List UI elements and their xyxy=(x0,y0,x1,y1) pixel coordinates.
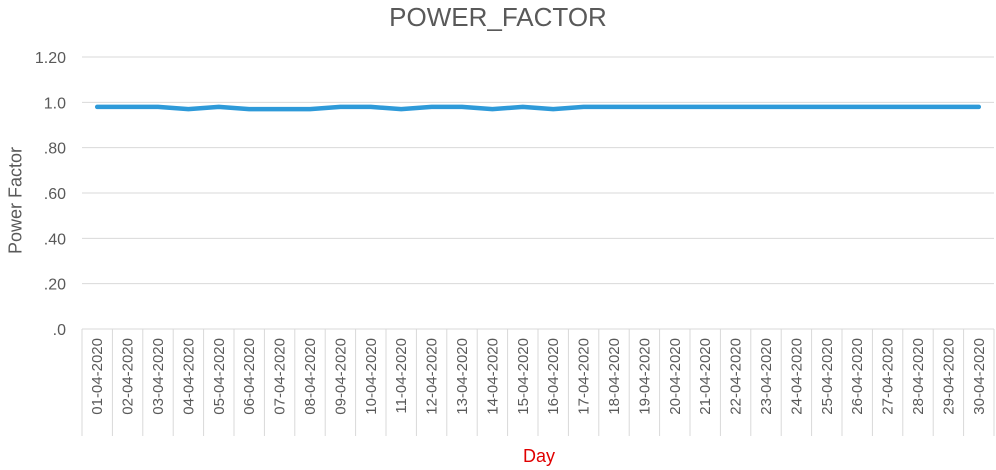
x-tick-label: 16-04-2020 xyxy=(545,338,562,415)
data-point xyxy=(794,105,798,109)
x-tick-label: 07-04-2020 xyxy=(272,338,289,415)
data-point xyxy=(369,105,373,109)
data-point xyxy=(430,105,434,109)
x-tick-label: 21-04-2020 xyxy=(697,338,714,415)
y-tick-label: .80 xyxy=(44,141,66,158)
x-tick-label: 14-04-2020 xyxy=(484,338,501,415)
x-tick-label: 26-04-2020 xyxy=(849,338,866,415)
data-point xyxy=(977,105,981,109)
y-tick-label: .40 xyxy=(44,231,66,248)
x-tick-label: 11-04-2020 xyxy=(393,338,410,414)
x-axis-ticks: 01-04-2020 02-04-2020 03-04-2020 04-04-2020… xyxy=(81,329,995,436)
data-point xyxy=(642,105,646,109)
data-point xyxy=(490,107,494,111)
data-point xyxy=(247,107,251,111)
data-point xyxy=(217,105,221,109)
chart-title: POWER_FACTOR xyxy=(389,2,607,32)
data-point xyxy=(612,105,616,109)
data-point xyxy=(673,105,677,109)
x-tick-label: 10-04-2020 xyxy=(363,338,380,415)
x-tick-label: 02-04-2020 xyxy=(120,338,137,415)
x-tick-label: 05-04-2020 xyxy=(211,338,228,415)
data-point xyxy=(126,105,130,109)
x-tick-label: 23-04-2020 xyxy=(758,338,775,415)
data-point xyxy=(825,105,829,109)
data-point xyxy=(582,105,586,109)
data-point xyxy=(521,105,525,109)
y-tick-label: .0 xyxy=(53,322,66,339)
gridlines xyxy=(82,56,994,330)
x-tick-label: 01-04-2020 xyxy=(89,338,106,415)
series-layer xyxy=(94,104,982,112)
x-tick-label: 28-04-2020 xyxy=(910,338,927,415)
x-tick-label: 03-04-2020 xyxy=(150,338,167,415)
x-tick-label: 27-04-2020 xyxy=(880,338,897,415)
x-tick-label: 17-04-2020 xyxy=(576,338,593,415)
x-tick-label: 04-04-2020 xyxy=(180,338,197,415)
x-tick-label: 06-04-2020 xyxy=(241,338,258,415)
x-tick-label: 20-04-2020 xyxy=(667,338,684,415)
x-tick-label: 19-04-2020 xyxy=(636,338,653,415)
x-tick-label: 12-04-2020 xyxy=(424,338,441,415)
data-point xyxy=(734,105,738,109)
x-tick-label: 22-04-2020 xyxy=(728,338,745,415)
x-tick-label: 09-04-2020 xyxy=(332,338,349,415)
data-point xyxy=(764,105,768,109)
data-point xyxy=(95,105,99,109)
x-tick-label: 30-04-2020 xyxy=(971,338,988,415)
y-axis-ticks: .0 .20 .40 .60 .80 1.0 1.20 xyxy=(35,50,66,339)
y-tick-label: 1.20 xyxy=(35,50,66,67)
data-point xyxy=(186,107,190,111)
data-point xyxy=(278,107,282,111)
x-tick-label: 15-04-2020 xyxy=(515,338,532,415)
data-point xyxy=(308,107,312,111)
x-tick-label: 25-04-2020 xyxy=(819,338,836,415)
data-point xyxy=(551,107,555,111)
x-tick-label: 29-04-2020 xyxy=(940,338,957,415)
x-axis-label: Day xyxy=(522,446,555,466)
data-point xyxy=(703,105,707,109)
y-tick-label: 1.0 xyxy=(44,95,66,112)
data-point xyxy=(886,105,890,109)
data-point xyxy=(946,105,950,109)
data-point xyxy=(156,105,160,109)
data-point xyxy=(855,105,859,109)
x-tick-label: 18-04-2020 xyxy=(606,338,623,415)
series-line xyxy=(94,104,982,112)
data-point xyxy=(460,105,464,109)
y-tick-label: .20 xyxy=(44,277,66,294)
y-tick-label: .60 xyxy=(44,186,66,203)
x-tick-label: 13-04-2020 xyxy=(454,338,471,415)
x-tick-label: 24-04-2020 xyxy=(788,338,805,415)
data-point xyxy=(338,105,342,109)
data-point xyxy=(916,105,920,109)
x-tick-label: 08-04-2020 xyxy=(302,338,319,415)
data-point xyxy=(399,107,403,111)
